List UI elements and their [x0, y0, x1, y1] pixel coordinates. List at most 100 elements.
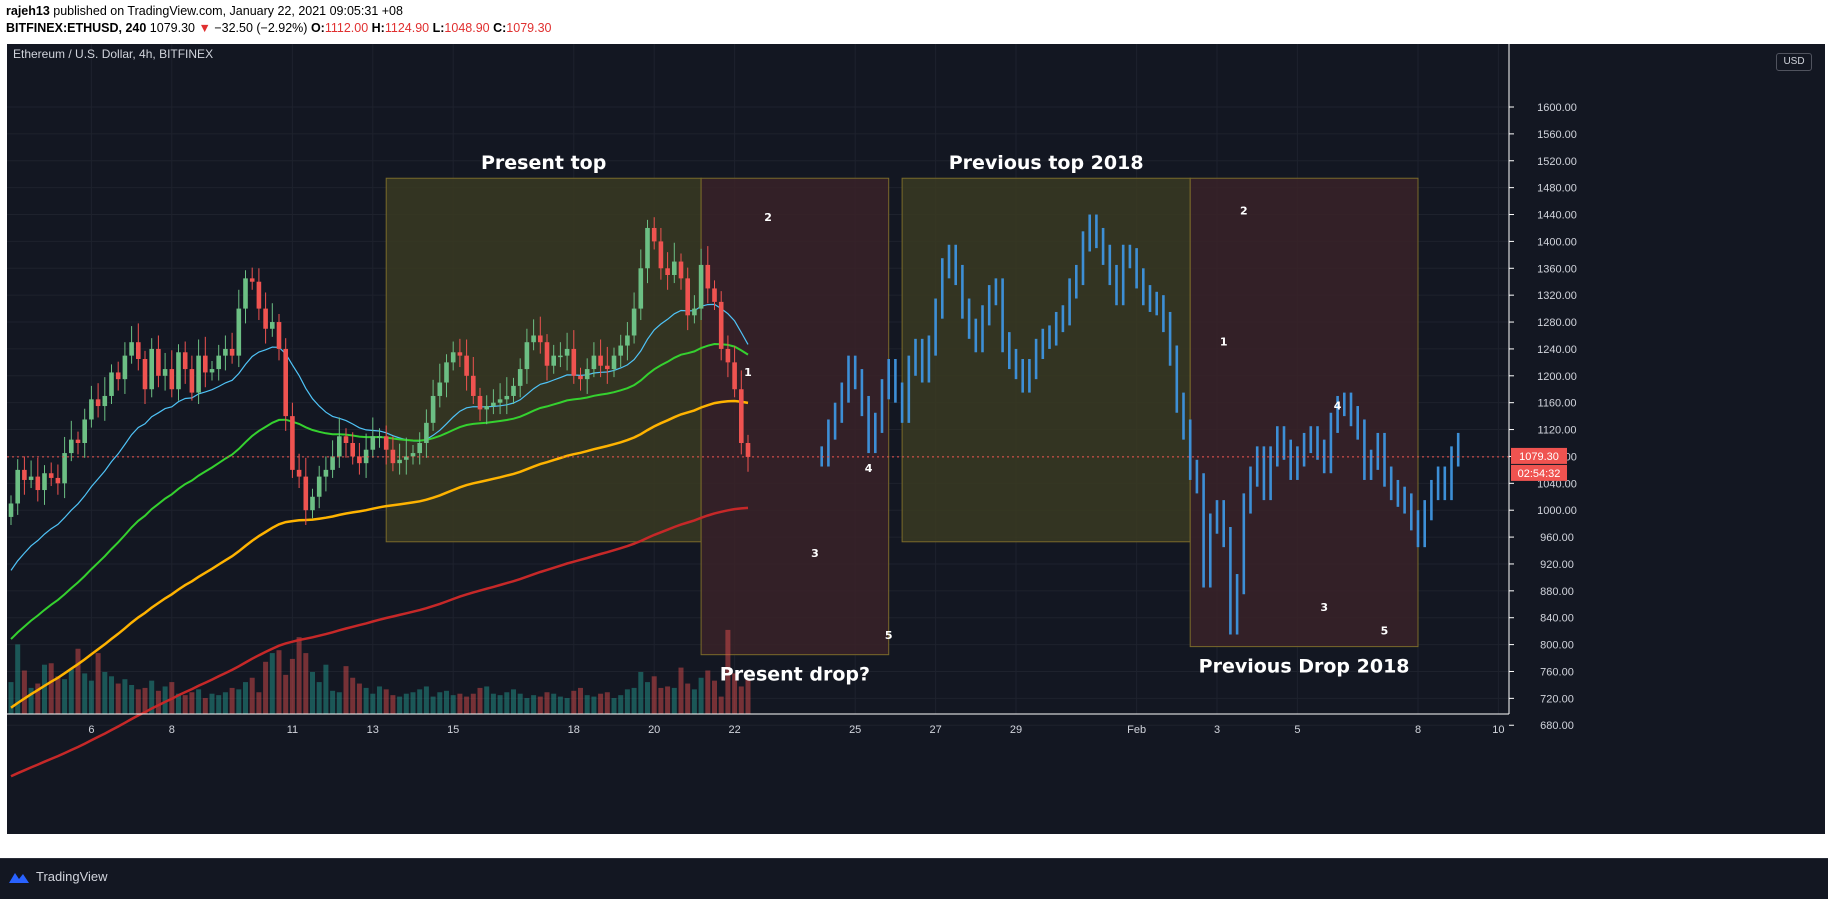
- price-tick-label: 1000.00: [1537, 505, 1577, 517]
- volume-bar: [269, 653, 275, 714]
- zone-label: Previous top 2018: [949, 152, 1144, 174]
- volume-bar: [470, 693, 476, 714]
- price-chart[interactable]: Present top Present drop? Previous top 201…: [7, 44, 1825, 834]
- candle-body: [216, 355, 221, 370]
- time-tick-label: 8: [169, 724, 175, 736]
- volume-bar: [557, 696, 563, 714]
- candle-body: [417, 443, 422, 454]
- volume-bar: [202, 698, 208, 714]
- wave-annotation: 1: [744, 366, 752, 379]
- volume-bar: [584, 695, 590, 714]
- time-tick-label: 18: [568, 724, 580, 736]
- volume-bar: [55, 676, 61, 714]
- volume-bar: [578, 687, 583, 714]
- volume-bar: [511, 689, 516, 714]
- low-value: 1048.90: [444, 21, 490, 35]
- candle-body: [504, 395, 510, 400]
- volume-bar: [182, 695, 188, 714]
- candle-body: [377, 436, 382, 438]
- volume-bar: [8, 682, 14, 714]
- candle-body: [69, 439, 74, 454]
- countdown-badge-text: 02:54:32: [1518, 468, 1561, 480]
- low-label: L:: [432, 21, 445, 35]
- volume-bar: [457, 693, 463, 714]
- published-text: published on TradingView.com, January 22…: [53, 4, 403, 18]
- time-tick-label: 3: [1214, 724, 1220, 736]
- candle-body: [464, 355, 469, 376]
- volume-bar: [591, 696, 597, 714]
- symbol-label: BITFINEX:ETHUSD, 240: [6, 21, 147, 35]
- candle-body: [598, 355, 603, 366]
- volume-bar: [437, 692, 443, 714]
- volume-bar: [35, 683, 41, 714]
- volume-bar: [316, 682, 322, 714]
- volume-bar: [149, 680, 155, 714]
- candle-body: [591, 355, 597, 370]
- author-name[interactable]: rajeh13: [6, 4, 50, 18]
- volume-bar: [276, 650, 282, 714]
- high-label: H:: [371, 21, 385, 35]
- tradingview-logo-icon: [9, 872, 29, 883]
- volume-bar: [631, 687, 637, 714]
- wave-annotation: 2: [1240, 205, 1248, 218]
- volume-bar: [102, 671, 108, 714]
- volume-bar: [209, 693, 215, 714]
- chart-area[interactable]: Present top Present drop? Previous top 201…: [7, 44, 1825, 834]
- volume-bar: [598, 693, 604, 714]
- volume-bar: [155, 690, 161, 714]
- candle-body: [129, 342, 134, 356]
- price-tick-label: 1040.00: [1537, 478, 1577, 490]
- candle-body: [316, 476, 322, 497]
- time-tick-label: 29: [1010, 724, 1022, 736]
- candle-body: [672, 261, 677, 275]
- countdown-badge: [1511, 464, 1567, 481]
- wave-annotation: 2: [764, 211, 772, 224]
- volume-bar: [109, 676, 114, 714]
- close-label: C:: [493, 21, 507, 35]
- volume-bar: [189, 692, 195, 714]
- volume-bar: [624, 689, 630, 714]
- volume-bar: [15, 644, 21, 714]
- candle-body: [605, 365, 610, 370]
- candle-body: [343, 436, 349, 443]
- candle-body: [35, 476, 41, 491]
- candle-body: [430, 395, 436, 423]
- candle-body: [75, 439, 81, 443]
- candle-body: [531, 335, 536, 343]
- candle-body: [142, 359, 148, 390]
- candle-body: [109, 372, 114, 396]
- volume-bar: [618, 695, 624, 714]
- volume-bar: [343, 666, 349, 714]
- volume-bar: [82, 673, 88, 714]
- candle-body: [95, 399, 101, 407]
- time-tick-label: 10: [1492, 724, 1504, 736]
- volume-bar: [289, 658, 295, 714]
- candle-body: [357, 456, 362, 464]
- tradingview-logo[interactable]: TradingView: [8, 869, 108, 884]
- volume-bar: [310, 671, 315, 714]
- candle-body: [698, 264, 704, 309]
- tradingview-logo-text: TradingView: [36, 869, 108, 884]
- volume-bar: [129, 685, 135, 714]
- volume-bar: [243, 682, 248, 714]
- volume-bar: [68, 669, 74, 714]
- time-tick-label: 5: [1294, 724, 1300, 736]
- price-tick-label: 1280.00: [1537, 317, 1577, 329]
- candle-body: [678, 261, 684, 279]
- volume-bar: [738, 686, 744, 714]
- volume-bar: [571, 690, 577, 714]
- price-tick-label: 880.00: [1540, 586, 1574, 598]
- currency-badge[interactable]: USD: [1776, 53, 1812, 71]
- candle-body: [263, 308, 268, 329]
- volume-bar: [249, 677, 255, 714]
- candle-body: [383, 436, 389, 450]
- chart-title: Ethereum / U.S. Dollar, 4h, BITFINEX: [13, 47, 213, 61]
- price-tick-label: 760.00: [1540, 666, 1574, 678]
- candle-body: [497, 399, 503, 403]
- volume-bar: [216, 695, 222, 714]
- volume-bar: [645, 682, 650, 714]
- open-label: O:: [310, 21, 325, 35]
- volume-bar: [651, 676, 657, 714]
- candle-body: [337, 436, 342, 457]
- volume-bar: [712, 680, 717, 714]
